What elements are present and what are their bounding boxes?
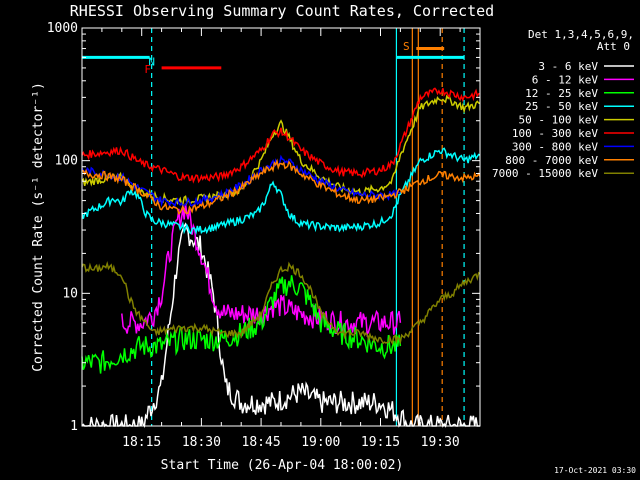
legend-entry: 800 - 7000 keV <box>505 154 598 167</box>
y-tick-label: 100 <box>55 154 78 169</box>
timestamp: 17-Oct-2021 03:30 <box>554 466 636 475</box>
y-tick-label: 1000 <box>47 21 78 36</box>
x-tick-label: 18:15 <box>122 435 161 450</box>
legend-entry: 7000 - 15000 keV <box>492 167 598 180</box>
legend-entry: 12 - 25 keV <box>525 87 598 100</box>
flag-annotation: N <box>148 55 155 68</box>
plot-frame <box>81 27 481 427</box>
detectors-label: Det 1,3,4,5,6,9, <box>528 28 634 41</box>
flag-annotation: S <box>403 40 410 53</box>
x-tick-label: 18:30 <box>182 435 221 450</box>
attenuator-label: Att 0 <box>597 40 630 53</box>
x-tick-label: 19:15 <box>361 435 400 450</box>
series-line <box>81 147 481 235</box>
x-tick-label: 19:30 <box>421 435 460 450</box>
y-axis-label: Corrected Count Rate (s⁻¹ detector⁻¹) <box>31 82 46 372</box>
x-axis-label: Start Time (26-Apr-04 18:00:02) <box>161 458 404 473</box>
legend-entry: 6 - 12 keV <box>532 73 599 86</box>
flag-annotation: F <box>144 63 151 76</box>
legend-entry: 3 - 6 keV <box>538 60 598 73</box>
series-line <box>81 158 481 216</box>
x-tick-label: 19:00 <box>301 435 340 450</box>
legend-entry: 100 - 300 keV <box>512 127 598 140</box>
y-tick-label: 1 <box>70 419 78 434</box>
legend-entry: 25 - 50 keV <box>525 100 598 113</box>
series-line <box>81 87 481 184</box>
series-line <box>81 260 481 346</box>
y-tick-label: 10 <box>62 286 78 301</box>
chart-title: RHESSI Observing Summary Count Rates, Co… <box>70 2 494 20</box>
plot-area: NF S <box>81 28 481 429</box>
x-tick-label: 18:45 <box>242 435 281 450</box>
legend-entry: 50 - 100 keV <box>519 114 599 127</box>
legend-entry: 300 - 800 keV <box>512 140 598 153</box>
